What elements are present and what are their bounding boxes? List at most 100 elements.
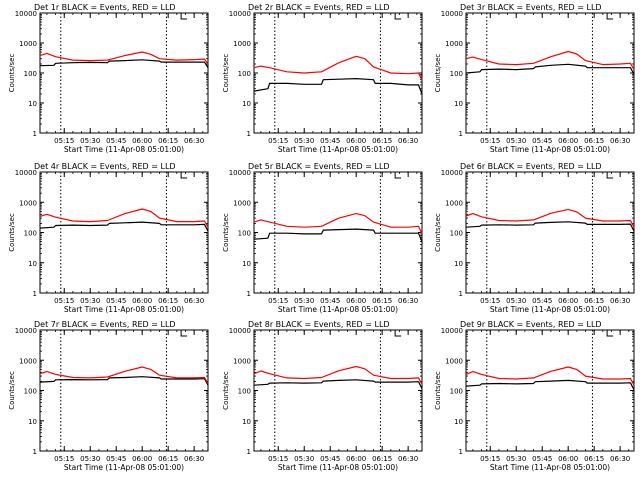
detector-panel: Det 8r BLACK = Events, RED = LLD 1 10 100 10… (222, 320, 423, 472)
y-tick-label: 100 (24, 70, 37, 78)
x-axis-label: Start Time (11-Apr-08 05:01:00) (490, 463, 610, 472)
y-tick-label: 1000 (445, 357, 463, 365)
x-tick-label: 05:30 (294, 297, 314, 305)
y-tick-label: 10 (242, 260, 251, 268)
plot-frame (465, 171, 635, 294)
x-tick-label: 05:15 (268, 137, 288, 145)
y-tick-label: 1000 (233, 199, 251, 207)
x-tick-label: 06:15 (158, 137, 178, 145)
panel-title: Det 9r BLACK = Events, RED = LLD (460, 320, 602, 329)
x-tick-label: 06:15 (584, 455, 604, 463)
y-tick-label: 100 (238, 388, 251, 396)
y-tick-label: 1 (33, 448, 37, 456)
y-tick-label: 100 (450, 230, 463, 238)
x-tick-label: 05:30 (506, 297, 526, 305)
y-axis-label: Counts/sec (222, 54, 230, 93)
panel-title: Det 8r BLACK = Events, RED = LLD (248, 320, 390, 329)
flag-marker (394, 13, 402, 20)
x-tick-label: 05:15 (268, 455, 288, 463)
plot-frame (465, 12, 635, 134)
x-tick-label: 06:15 (372, 455, 392, 463)
x-tick-label: 06:15 (372, 297, 392, 305)
x-tick-label: 05:15 (54, 455, 74, 463)
y-tick-label: 10 (28, 100, 37, 108)
x-tick-label: 05:45 (320, 297, 340, 305)
x-tick-label: 05:45 (320, 455, 340, 463)
flag-marker (394, 330, 402, 337)
x-axis-label: Start Time (11-Apr-08 05:01:00) (490, 145, 610, 154)
x-axis-label: Start Time (11-Apr-08 05:01:00) (64, 145, 184, 154)
y-axis-label: Counts/sec (8, 213, 16, 252)
x-tick-label: 05:45 (320, 137, 340, 145)
x-tick-label: 06:00 (346, 455, 366, 463)
y-tick-label: 1000 (445, 199, 463, 207)
detector-panel: Det 4r BLACK = Events, RED = LLD 1 10 100 10… (8, 162, 209, 314)
panel-title: Det 1r BLACK = Events, RED = LLD (34, 3, 176, 12)
detector-panel: Det 5r BLACK = Events, RED = LLD 1 10 100 10… (222, 162, 423, 314)
y-tick-label: 10 (242, 418, 251, 426)
x-tick-label: 06:00 (558, 455, 578, 463)
lld-series-line (39, 366, 209, 384)
detector-panel: Det 6r BLACK = Events, RED = LLD 1 10 100 10… (434, 162, 635, 314)
x-tick-label: 06:00 (346, 137, 366, 145)
y-tick-label: 10 (454, 418, 463, 426)
x-tick-label: 06:30 (398, 297, 418, 305)
x-tick-label: 06:00 (558, 137, 578, 145)
x-tick-label: 06:30 (610, 297, 630, 305)
x-tick-label: 05:15 (54, 137, 74, 145)
y-tick-label: 10000 (229, 327, 251, 335)
x-tick-label: 05:30 (294, 455, 314, 463)
y-tick-label: 10000 (441, 327, 463, 335)
x-tick-label: 06:15 (372, 137, 392, 145)
x-tick-label: 06:30 (610, 137, 630, 145)
y-tick-label: 100 (238, 230, 251, 238)
y-tick-label: 1 (247, 448, 251, 456)
y-axis-label: Counts/sec (434, 371, 442, 410)
x-tick-label: 06:30 (398, 455, 418, 463)
lld-series-line (39, 208, 209, 228)
y-tick-label: 10 (28, 418, 37, 426)
flag-marker (606, 330, 614, 337)
plot-frame (465, 329, 635, 452)
y-tick-label: 10000 (229, 10, 251, 18)
y-tick-label: 10000 (15, 169, 37, 177)
x-tick-label: 05:30 (506, 455, 526, 463)
panel-title: Det 2r BLACK = Events, RED = LLD (248, 3, 390, 12)
y-tick-label: 1 (33, 290, 37, 298)
y-tick-label: 10 (28, 260, 37, 268)
y-tick-label: 100 (238, 70, 251, 78)
y-axis-label: Counts/sec (8, 54, 16, 93)
plot-frame (253, 171, 423, 294)
x-tick-label: 06:15 (158, 297, 178, 305)
y-tick-label: 10000 (441, 10, 463, 18)
x-tick-label: 06:30 (610, 455, 630, 463)
y-tick-label: 100 (24, 230, 37, 238)
lld-series-line (465, 208, 635, 228)
plot-frame (39, 171, 209, 294)
events-series-line (39, 59, 209, 69)
x-tick-label: 05:45 (532, 455, 552, 463)
plot-frame (39, 329, 209, 452)
flag-marker (180, 330, 188, 337)
events-series-line (253, 379, 423, 389)
flag-marker (606, 13, 614, 20)
y-tick-label: 10000 (15, 10, 37, 18)
x-axis-label: Start Time (11-Apr-08 05:01:00) (278, 305, 398, 314)
y-tick-label: 1 (33, 130, 37, 138)
events-series-line (465, 379, 635, 391)
lld-series-line (465, 366, 635, 386)
x-axis-label: Start Time (11-Apr-08 05:01:00) (278, 463, 398, 472)
y-tick-label: 1000 (233, 357, 251, 365)
y-tick-label: 1000 (233, 40, 251, 48)
events-series-line (39, 376, 209, 386)
x-tick-label: 06:30 (184, 137, 204, 145)
y-tick-label: 10 (242, 100, 251, 108)
lld-series-line (253, 55, 423, 80)
x-tick-label: 05:30 (80, 297, 100, 305)
detector-panel: Det 7r BLACK = Events, RED = LLD 1 10 100 10… (8, 320, 209, 472)
x-tick-label: 05:15 (480, 455, 500, 463)
x-tick-label: 05:30 (80, 455, 100, 463)
panel-title: Det 3r BLACK = Events, RED = LLD (460, 3, 602, 12)
x-axis-label: Start Time (11-Apr-08 05:01:00) (64, 305, 184, 314)
lld-series-line (39, 51, 209, 65)
